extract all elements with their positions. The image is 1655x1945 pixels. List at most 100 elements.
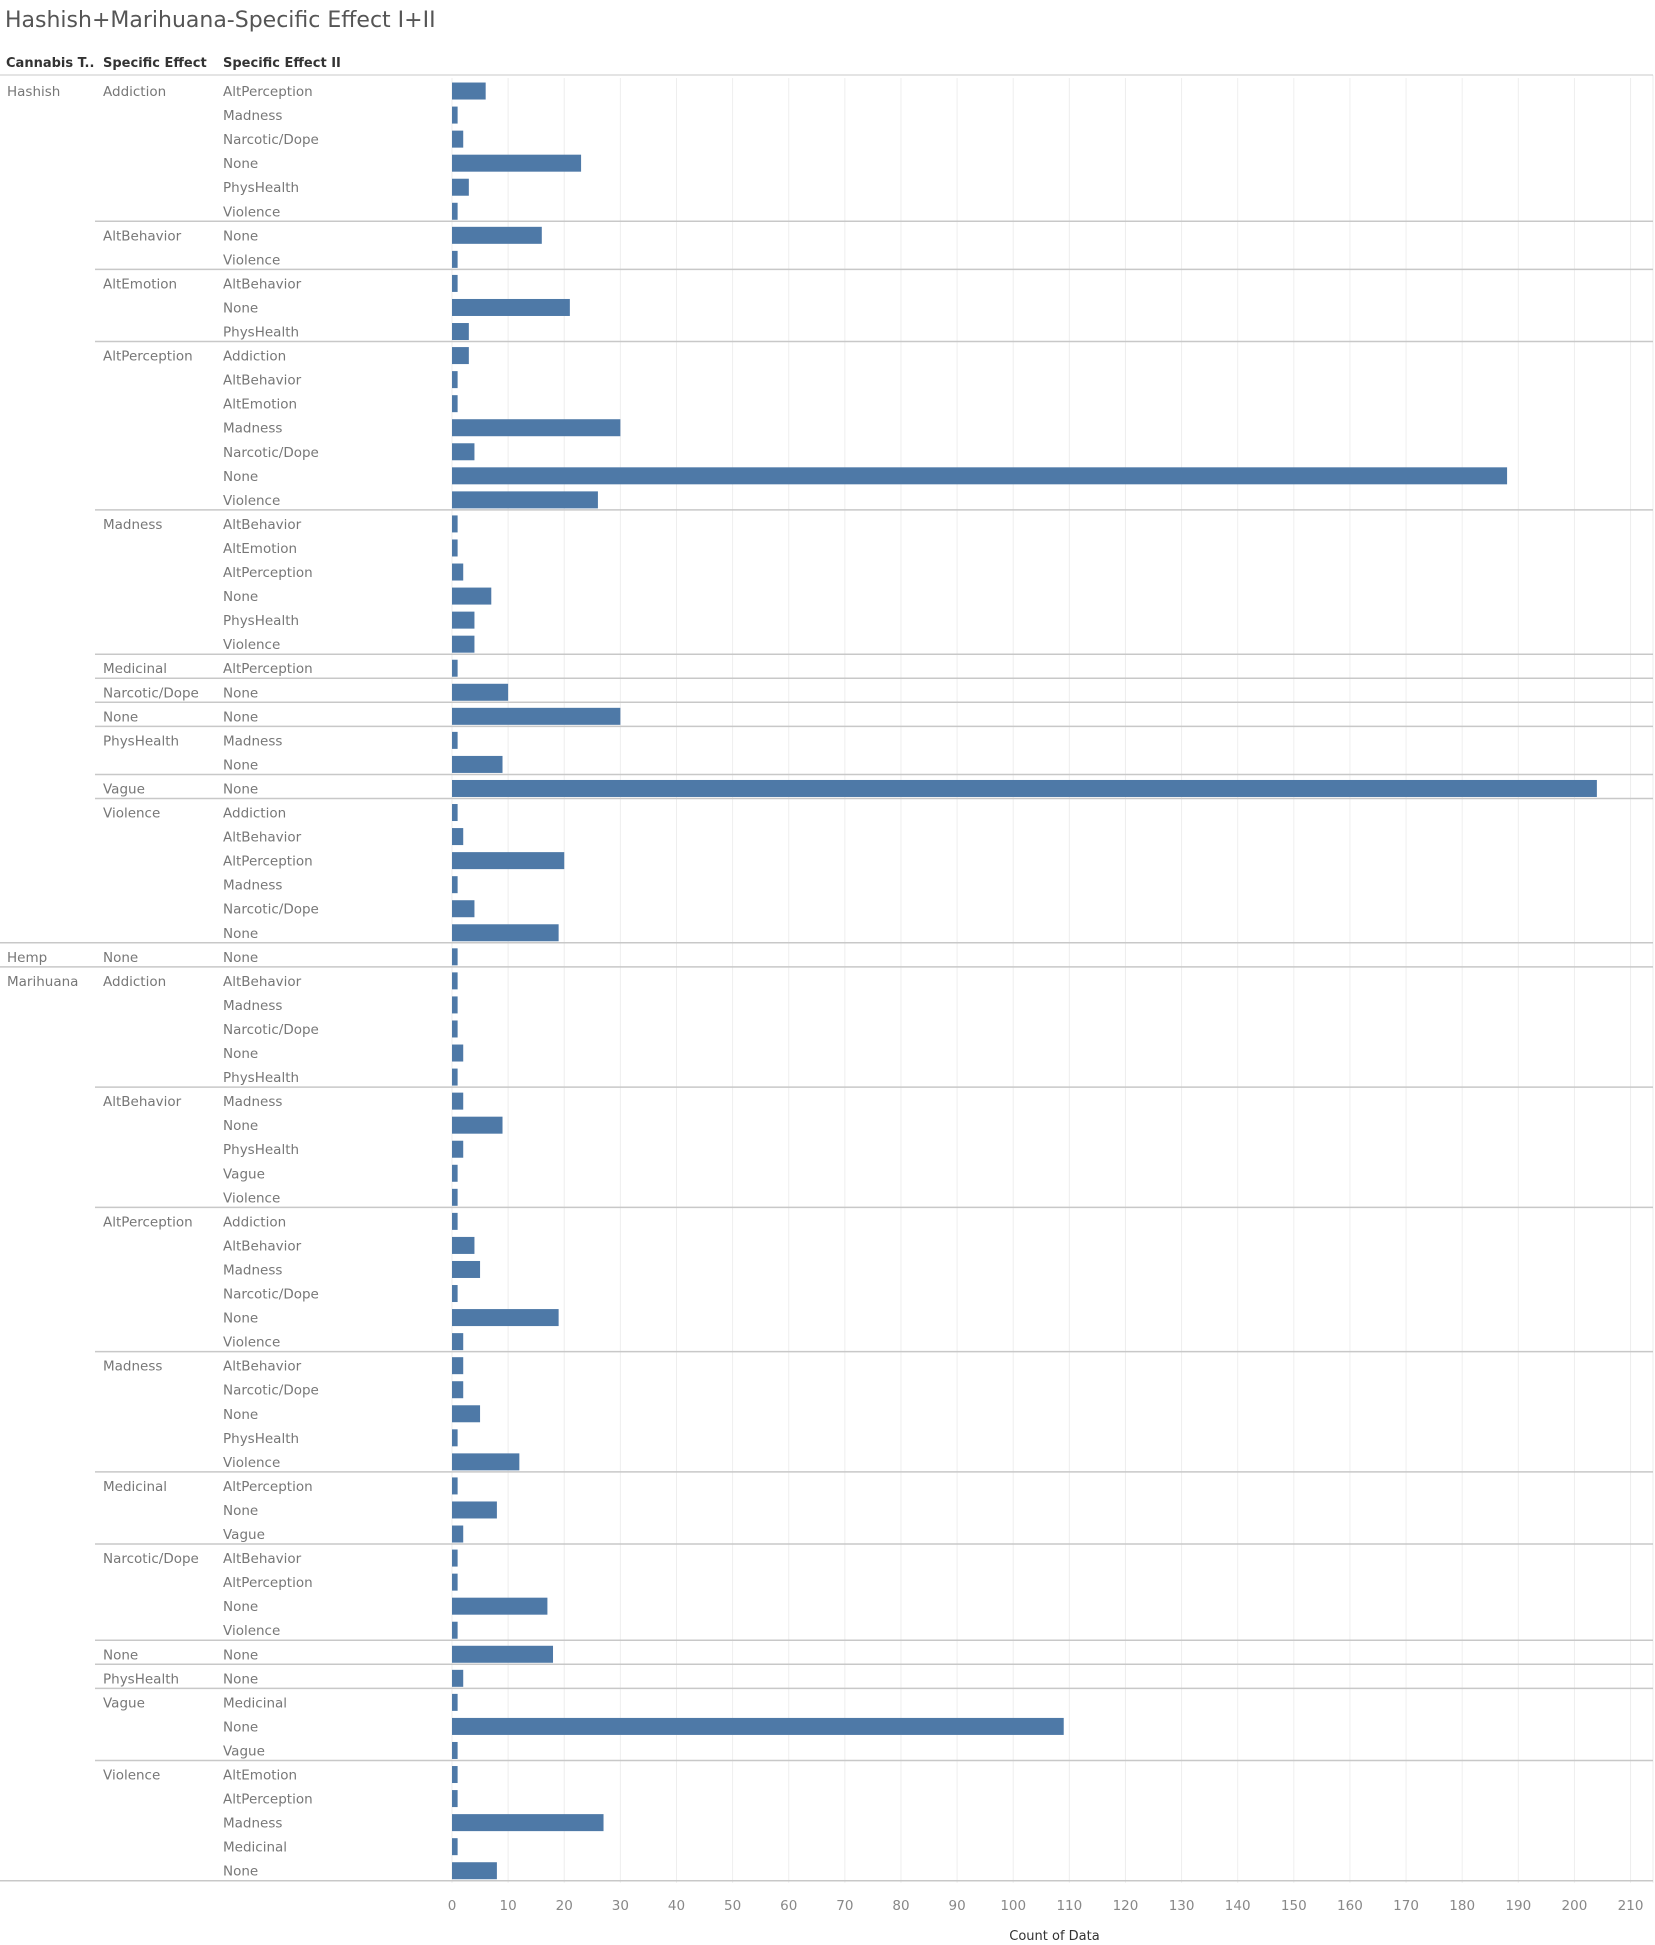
bar <box>452 491 598 509</box>
specific-effect-label: AltPerception <box>103 349 193 365</box>
chart-title: Hashish+Marihuana-Specific Effect I+II <box>5 8 436 33</box>
specific-effect-ii-label: None <box>223 685 258 701</box>
bar <box>452 1525 464 1543</box>
bar <box>452 1597 548 1615</box>
specific-effect-ii-label: None <box>223 1671 258 1687</box>
bar <box>452 683 509 701</box>
bar <box>452 731 458 749</box>
specific-effect-ii-label: Violence <box>223 493 280 509</box>
bar <box>452 539 458 557</box>
x-tick-label: 200 <box>1562 1898 1588 1914</box>
specific-effect-ii-label: AltBehavior <box>223 373 302 389</box>
specific-effect-ii-label: PhysHealth <box>223 613 299 629</box>
specific-effect-label: Medicinal <box>103 661 167 677</box>
specific-effect-label: None <box>103 1647 138 1663</box>
bar-layer <box>452 82 1597 1880</box>
bar <box>452 852 565 870</box>
x-tick-label: 90 <box>948 1898 965 1914</box>
specific-effect-ii-label: None <box>223 709 258 725</box>
x-tick-label: 80 <box>892 1898 909 1914</box>
bar <box>452 635 475 653</box>
specific-effect-label: Madness <box>103 1359 162 1375</box>
specific-effect-label: Violence <box>103 1768 160 1784</box>
specific-effect-ii-label: Vague <box>223 1527 265 1543</box>
specific-effect-ii-label: AltBehavior <box>223 830 302 846</box>
specific-effect-ii-label: Narcotic/Dope <box>223 1287 319 1303</box>
specific-effect-ii-label: Medicinal <box>223 1840 287 1856</box>
specific-effect-ii-label: Vague <box>223 1743 265 1759</box>
bar <box>452 828 464 846</box>
bar <box>452 1429 458 1447</box>
bar <box>452 1549 458 1567</box>
x-tick-label: 40 <box>668 1898 685 1914</box>
specific-effect-ii-label: AltPerception <box>223 661 313 677</box>
bar <box>452 1717 1064 1735</box>
specific-effect-ii-label: AltBehavior <box>223 1551 302 1567</box>
x-tick-label: 0 <box>448 1898 457 1914</box>
specific-effect-ii-label: Addiction <box>223 349 286 365</box>
specific-effect-ii-label: Madness <box>223 421 282 437</box>
specific-effect-label: Narcotic/Dope <box>103 1551 199 1567</box>
bar <box>452 1645 554 1663</box>
bar <box>452 1309 559 1327</box>
bar <box>452 1862 497 1880</box>
specific-effect-ii-label: Violence <box>223 1335 280 1351</box>
cannabis-type-label: Marihuana <box>7 974 78 990</box>
bar <box>452 1188 458 1206</box>
bar <box>452 1741 458 1759</box>
x-tick-label: 30 <box>612 1898 629 1914</box>
specific-effect-label: Addiction <box>103 84 166 100</box>
specific-effect-ii-label: Narcotic/Dope <box>223 1022 319 1038</box>
x-tick-label: 190 <box>1505 1898 1531 1914</box>
bar <box>452 419 621 437</box>
x-tick-label: 210 <box>1618 1898 1644 1914</box>
specific-effect-label: None <box>103 950 138 966</box>
bar <box>452 202 458 220</box>
specific-effect-ii-label: AltPerception <box>223 1792 313 1808</box>
x-tick-label: 170 <box>1393 1898 1419 1914</box>
specific-effect-label: Violence <box>103 806 160 822</box>
header-specific-effect-ii[interactable]: Specific Effect II <box>223 56 341 71</box>
specific-effect-ii-label: Violence <box>223 637 280 653</box>
bar <box>452 1573 458 1591</box>
specific-effect-ii-label: Madness <box>223 878 282 894</box>
bar <box>452 515 458 533</box>
x-tick-label: 120 <box>1113 1898 1139 1914</box>
separator-layer <box>0 74 1653 1882</box>
x-tick-label: 20 <box>556 1898 573 1914</box>
x-tick-label: 50 <box>724 1898 741 1914</box>
header-specific-effect[interactable]: Specific Effect <box>103 56 207 71</box>
x-tick-label: 60 <box>780 1898 797 1914</box>
specific-effect-ii-label: AltPerception <box>223 565 313 581</box>
header-cannabis-type[interactable]: Cannabis T.. <box>6 56 95 71</box>
specific-effect-ii-label: None <box>223 469 258 485</box>
bar <box>452 1381 464 1399</box>
bar <box>452 82 486 100</box>
x-tick-label: 10 <box>500 1898 517 1914</box>
specific-effect-label: AltPerception <box>103 1214 193 1230</box>
specific-effect-ii-label: None <box>223 950 258 966</box>
specific-effect-ii-label: Narcotic/Dope <box>223 132 319 148</box>
bar <box>452 298 570 316</box>
specific-effect-label: Narcotic/Dope <box>103 685 199 701</box>
bar <box>452 1260 481 1278</box>
bar <box>452 1790 458 1808</box>
bar <box>452 948 458 966</box>
specific-effect-ii-label: Narcotic/Dope <box>223 1383 319 1399</box>
specific-effect-ii-label: PhysHealth <box>223 1431 299 1447</box>
specific-effect-ii-label: PhysHealth <box>223 1142 299 1158</box>
specific-effect-label: None <box>103 709 138 725</box>
specific-effect-ii-label: PhysHealth <box>223 1070 299 1086</box>
x-tick-label: 140 <box>1225 1898 1251 1914</box>
specific-effect-ii-label: None <box>223 1407 258 1423</box>
specific-effect-ii-label: AltPerception <box>223 84 313 100</box>
specific-effect-ii-label: AltPerception <box>223 1479 313 1495</box>
x-axis-title: Count of Data <box>1009 1929 1099 1944</box>
specific-effect-ii-label: Violence <box>223 204 280 220</box>
bar <box>452 924 559 942</box>
bar <box>452 1357 464 1375</box>
bar <box>452 1669 464 1687</box>
bar <box>452 1333 464 1351</box>
specific-effect-ii-label: Madness <box>223 1816 282 1832</box>
bar <box>452 130 464 148</box>
